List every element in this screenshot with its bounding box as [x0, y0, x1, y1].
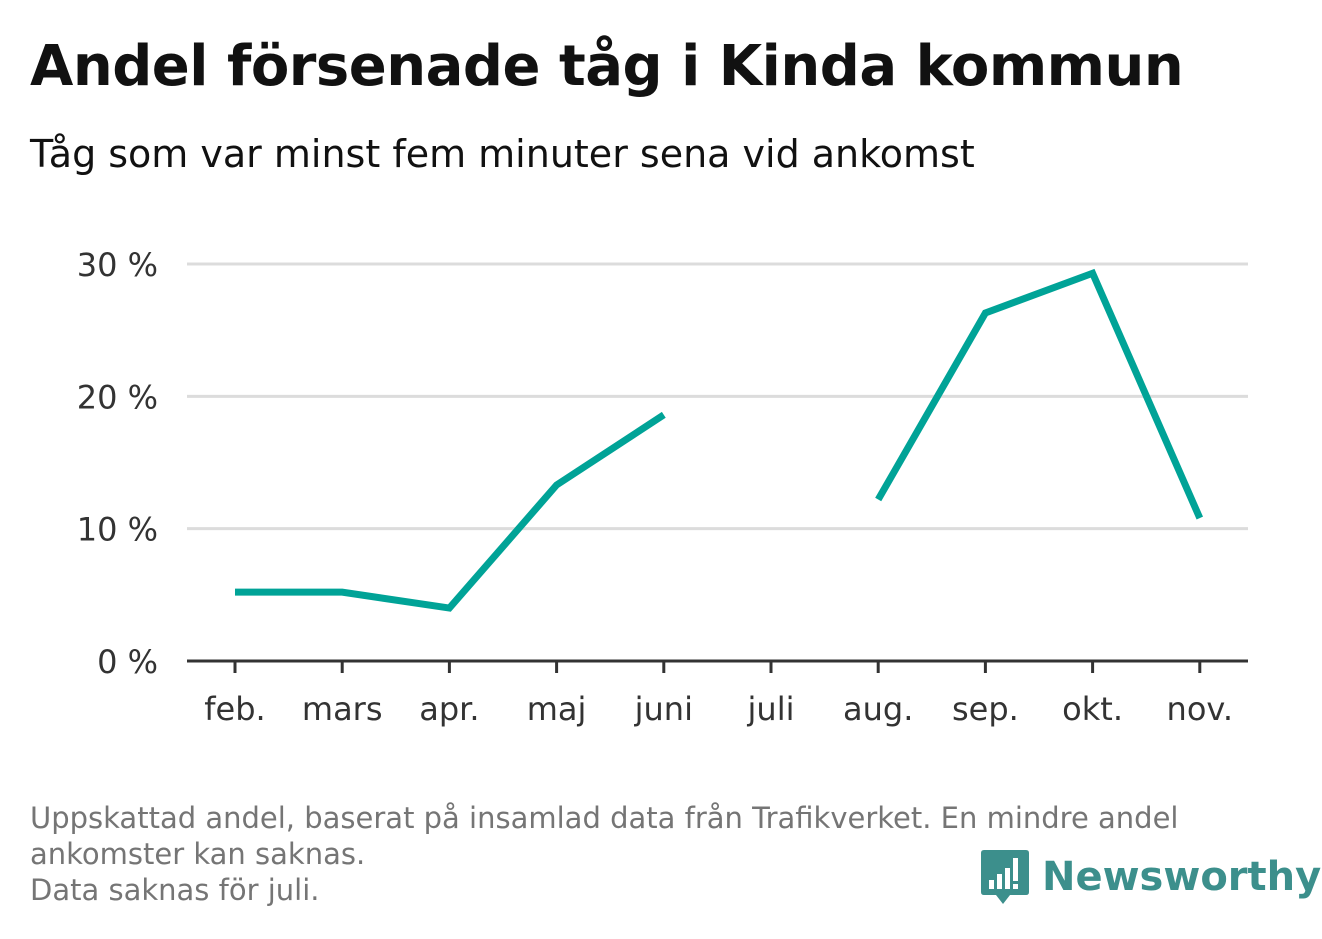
x-tick-label: juni [634, 690, 693, 728]
y-tick-label: 0 % [97, 643, 158, 681]
newsworthy-logo-icon [981, 850, 1029, 904]
grid-lines [187, 262, 1248, 531]
y-tick-label: 20 % [77, 378, 158, 416]
x-tick-label: sep. [952, 690, 1019, 728]
x-tick-label: nov. [1167, 690, 1233, 728]
footnote-line: Data saknas för juli. [30, 873, 320, 907]
chart-subtitle: Tåg som var minst fem minuter sena vid a… [30, 132, 975, 176]
footnote-line: Uppskattad andel, baserat på insamlad da… [30, 801, 1179, 835]
x-tick-label: maj [527, 690, 587, 728]
footnote-line: ankomster kan saknas. [30, 837, 366, 871]
x-tick-label: okt. [1062, 690, 1123, 728]
x-tick-label: aug. [843, 690, 913, 728]
y-tick-label: 30 % [77, 246, 158, 284]
x-tick-label: mars [302, 690, 383, 728]
y-tick-label: 10 % [77, 511, 158, 549]
brand-name: Newsworthy [1042, 854, 1322, 900]
y-axis: 0 % 10 % 20 % 30 % [77, 246, 158, 681]
x-axis: feb. mars apr. maj juni juli aug. sep. okt. nov. [187, 659, 1248, 728]
x-tick-label: feb. [204, 690, 265, 728]
footnote: Uppskattad andel, baserat på insamlad da… [30, 800, 1280, 908]
x-tick-label: apr. [419, 690, 479, 728]
brand: Newsworthy [980, 848, 1321, 906]
chart-title: Andel försenade tåg i Kinda kommun [30, 34, 1184, 99]
series-line [235, 268, 1204, 612]
x-tick-label: juli [747, 690, 795, 728]
data-series [235, 268, 1204, 612]
